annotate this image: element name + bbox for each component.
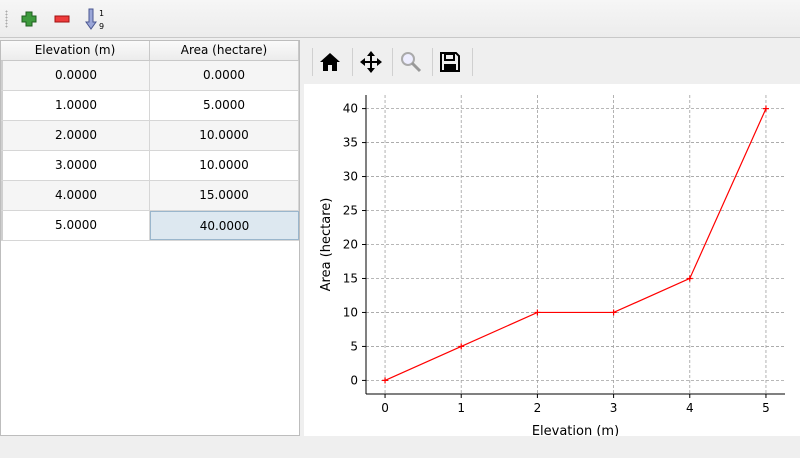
y-tick-label: 40 [343, 102, 358, 116]
data-point [458, 343, 465, 350]
plus-icon [21, 11, 37, 27]
x-axis-label: Elevation (m) [532, 424, 619, 436]
area-cell[interactable]: 10.0000 [150, 151, 299, 180]
data-point [686, 275, 693, 282]
data-point [382, 377, 389, 384]
zoom-button[interactable] [395, 46, 427, 78]
home-button[interactable] [314, 46, 346, 78]
elevation-cell[interactable]: 2.0000 [1, 121, 150, 150]
x-tick-label: 0 [381, 401, 389, 415]
y-tick-label: 0 [350, 373, 358, 387]
area-cell[interactable]: 40.0000 [150, 211, 299, 240]
add-row-button[interactable] [17, 7, 41, 31]
status-bar [0, 436, 800, 458]
save-icon [440, 52, 460, 72]
plot-toolbar [304, 40, 800, 84]
home-icon [320, 53, 340, 71]
y-tick-label: 30 [343, 170, 358, 184]
y-tick-label: 10 [343, 305, 358, 319]
svg-text:1: 1 [99, 9, 104, 18]
y-tick-label: 15 [343, 271, 358, 285]
y-tick-label: 5 [350, 339, 358, 353]
area-cell[interactable]: 10.0000 [150, 121, 299, 150]
column-header-elevation[interactable]: Elevation (m) [1, 41, 150, 60]
x-tick-label: 2 [534, 401, 542, 415]
column-header-area[interactable]: Area (hectare) [150, 41, 299, 60]
pan-button[interactable] [355, 46, 387, 78]
plot-canvas[interactable]: 0 1 2 3 4 5 0 5 10 15 20 25 30 35 40 Elevation (m) Area … [304, 84, 800, 439]
table-row: 2.0000 10.0000 [1, 121, 299, 151]
elevation-cell[interactable]: 1.0000 [1, 91, 150, 120]
x-tick-label: 3 [610, 401, 618, 415]
svg-text:9: 9 [99, 22, 104, 31]
area-cell[interactable]: 5.0000 [150, 91, 299, 120]
sort-ascending-icon: 19 [85, 8, 104, 31]
x-tick-label: 5 [762, 401, 770, 415]
data-point [534, 309, 541, 316]
data-point [610, 309, 617, 316]
table-row: 1.0000 5.0000 [1, 91, 299, 121]
line-chart: 0 1 2 3 4 5 0 5 10 15 20 25 30 35 40 Elevation (m) Area … [319, 95, 785, 439]
zoom-icon [401, 52, 422, 73]
y-axis-label: Area (hectare) [319, 198, 334, 292]
table-row: 5.0000 40.0000 [1, 211, 299, 241]
table-row: 0.0000 0.0000 [1, 61, 299, 91]
area-cell[interactable]: 15.0000 [150, 181, 299, 210]
remove-row-button[interactable] [50, 7, 74, 31]
toolbar-grip[interactable] [5, 10, 8, 28]
y-tick-label: 20 [343, 238, 358, 252]
x-tick-label: 4 [686, 401, 694, 415]
minus-icon [54, 15, 70, 23]
area-cell[interactable]: 0.0000 [150, 61, 299, 90]
table-row: 4.0000 15.0000 [1, 181, 299, 211]
pan-icon [360, 51, 382, 73]
data-point [762, 105, 769, 112]
save-button[interactable] [434, 46, 466, 78]
table-header: Elevation (m) Area (hectare) [1, 41, 299, 61]
elevation-cell[interactable]: 5.0000 [1, 211, 150, 240]
elevation-cell[interactable]: 0.0000 [1, 61, 150, 90]
elevation-cell[interactable]: 4.0000 [1, 181, 150, 210]
elevation-cell[interactable]: 3.0000 [1, 151, 150, 180]
data-table: Elevation (m) Area (hectare) 0.0000 0.000… [0, 40, 300, 436]
y-tick-label: 35 [343, 136, 358, 150]
x-tick-label: 1 [457, 401, 465, 415]
y-tick-label: 25 [343, 204, 358, 218]
series-line [384, 108, 767, 381]
table-row: 3.0000 10.0000 [1, 151, 299, 181]
